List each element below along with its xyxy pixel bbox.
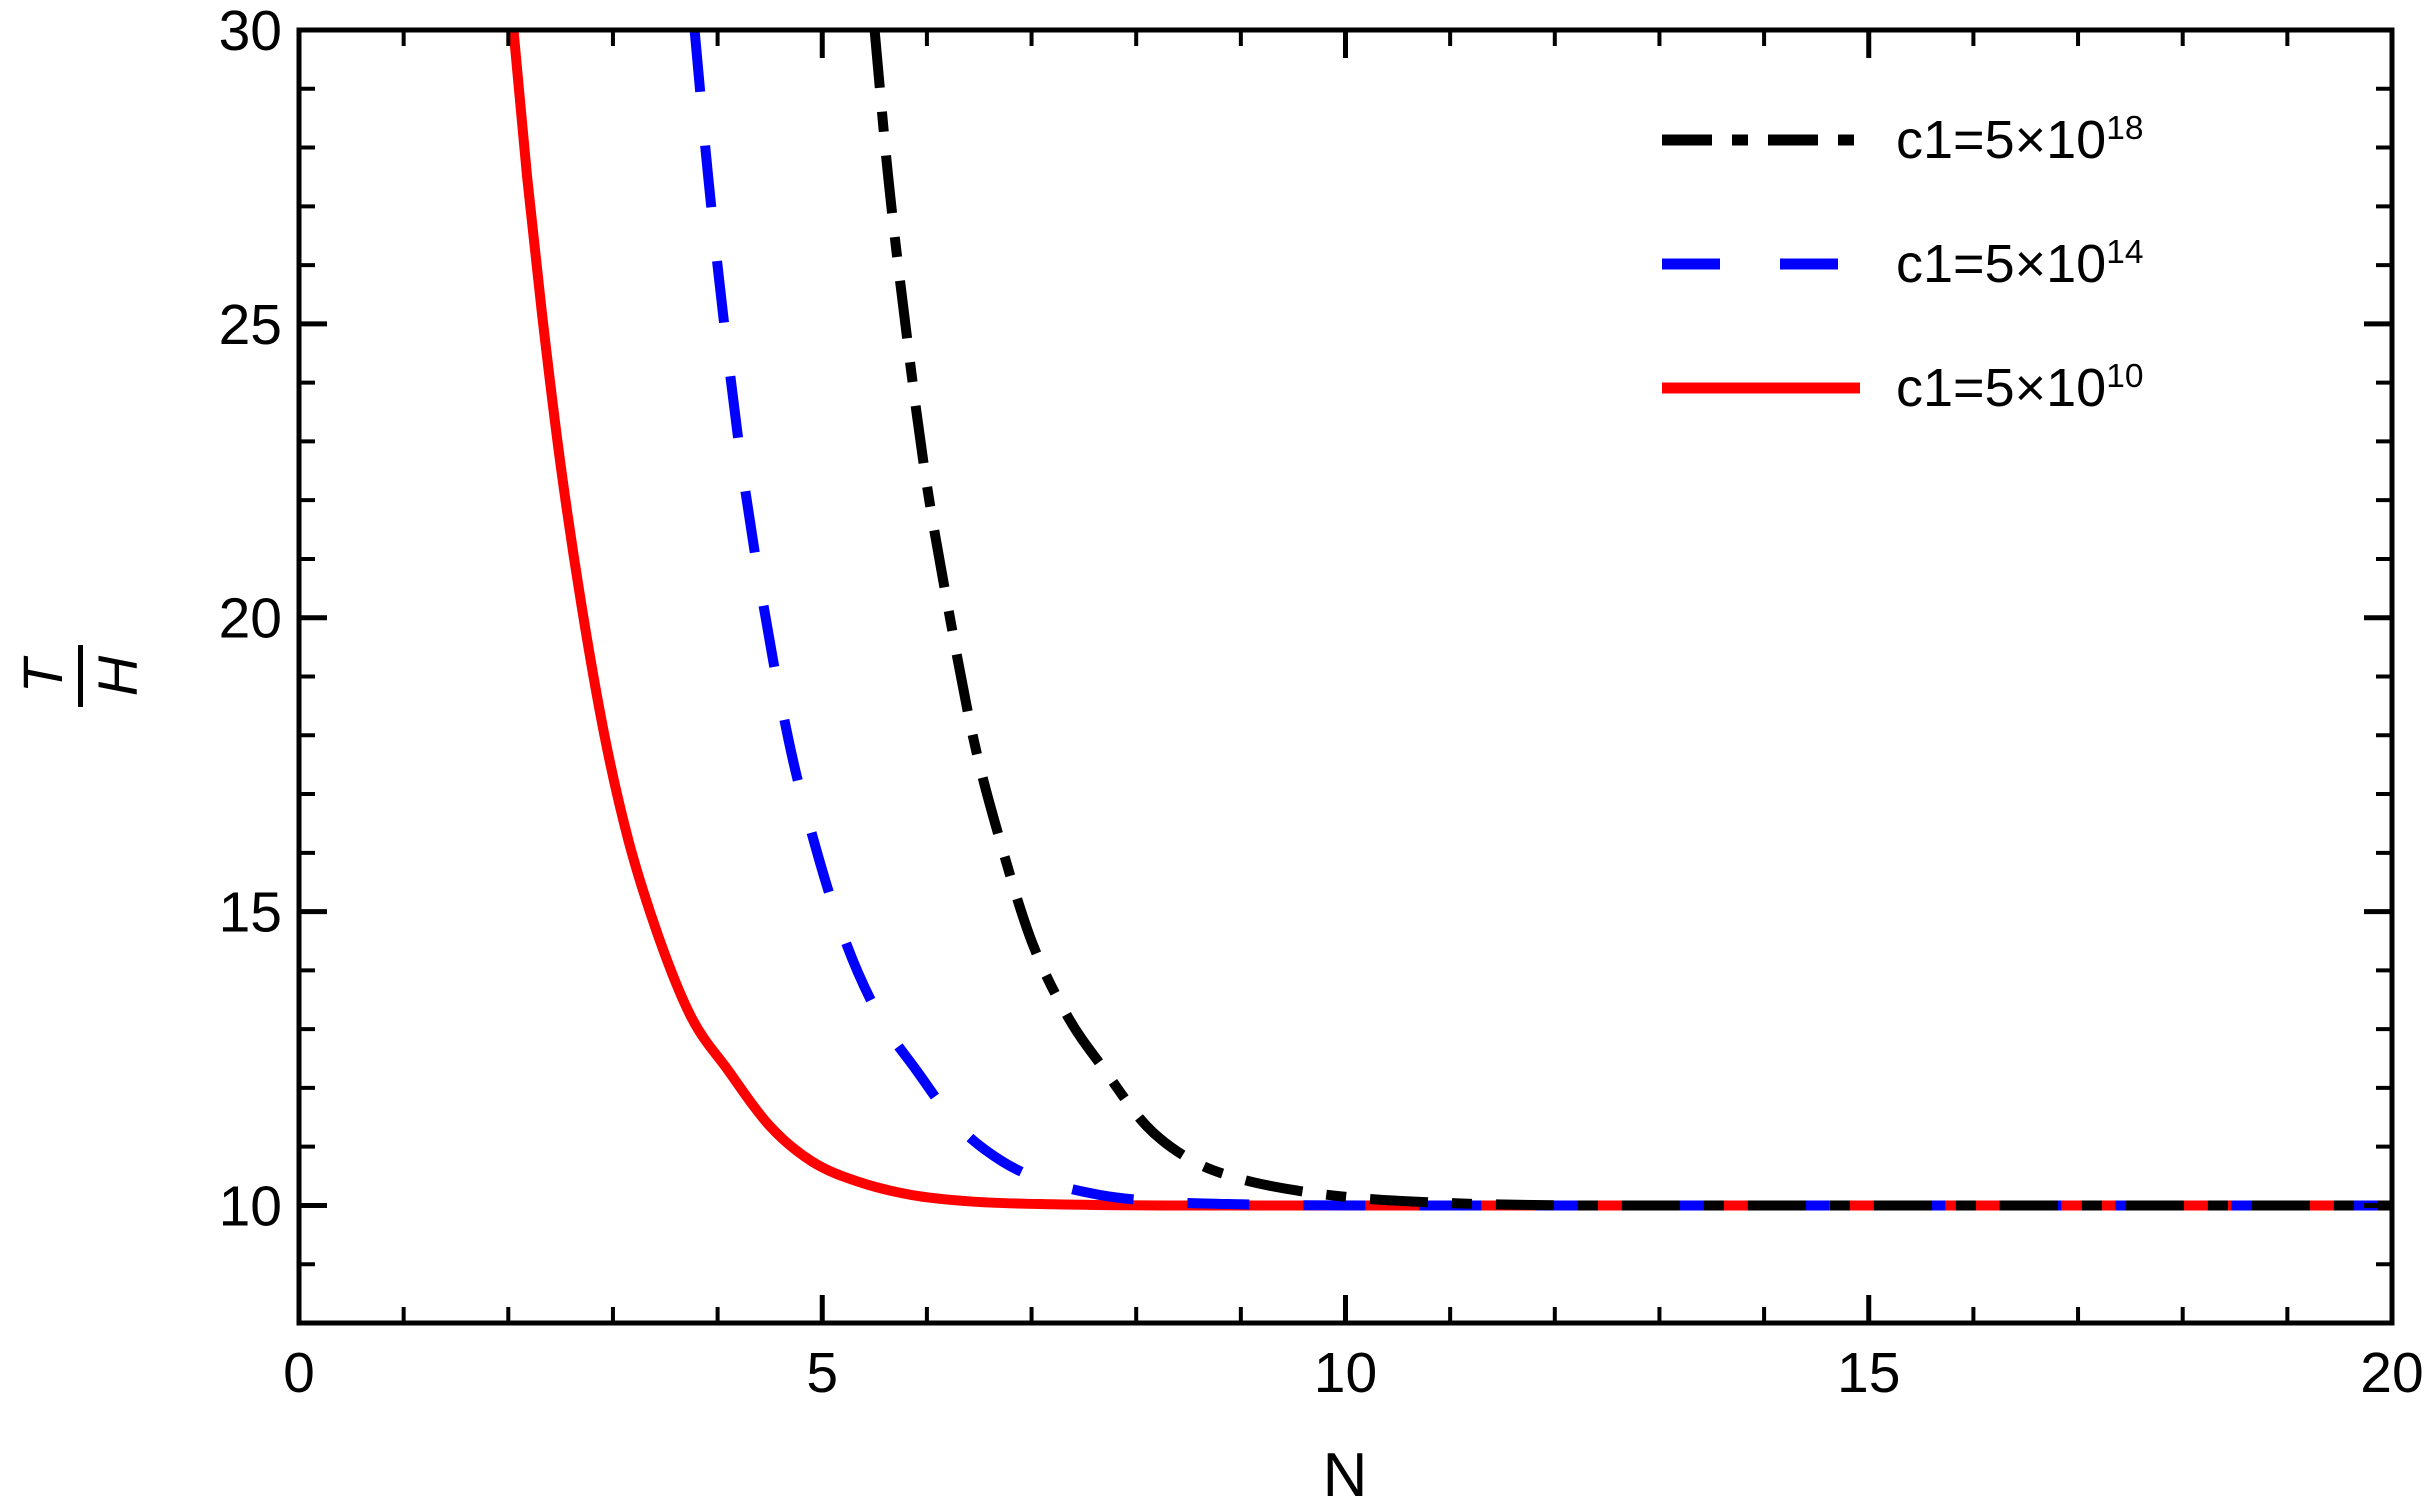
legend-label-exponent: 18 [2106, 110, 2144, 147]
legend-row: c1=5×1010 [1662, 326, 2143, 450]
y-tick-label: 15 [219, 881, 282, 945]
legend-label-exponent: 14 [2106, 234, 2144, 271]
curve-black-dashdot [869, 30, 2392, 1211]
legend-label-base: c1=5×10 [1896, 110, 2107, 170]
legend-row: c1=5×1014 [1662, 202, 2143, 326]
x-tick-label: 0 [283, 1341, 315, 1405]
x-tick-label: 20 [2360, 1341, 2423, 1405]
legend: c1=5×1018 c1=5×1014 c1=5×1010 [1662, 78, 2143, 450]
y-axis-label-numerator: T [10, 658, 74, 694]
fraction-bar-icon [77, 645, 83, 707]
legend-label: c1=5×1010 [1896, 358, 2144, 418]
legend-label-base: c1=5×10 [1896, 234, 2107, 294]
y-tick-label: 25 [219, 293, 282, 357]
y-tick-label: 10 [219, 1174, 282, 1238]
legend-row: c1=5×1018 [1662, 78, 2143, 202]
x-axis-label: N [1323, 1441, 1368, 1500]
legend-label-base: c1=5×10 [1896, 358, 2107, 418]
major-ticks [296, 27, 2395, 1323]
legend-line-solid-icon [1662, 382, 1860, 394]
x-tick-label: 15 [1837, 1341, 1900, 1405]
x-tick-labels: 0 5 10 15 20 [283, 1341, 2424, 1405]
curve-group [508, 30, 2392, 1211]
y-tick-labels: 10 15 20 25 30 [219, 0, 282, 1238]
y-axis-label-denominator: H [85, 655, 149, 697]
curve-red-solid [508, 30, 2392, 1211]
y-tick-label: 20 [219, 587, 282, 651]
legend-line-dashdot-icon [1662, 134, 1860, 146]
y-tick-label: 30 [219, 0, 282, 63]
minor-ticks [299, 30, 2392, 1323]
curve-blue-dashed [689, 30, 2392, 1211]
y-axis-label: T H [0, 626, 165, 726]
legend-label-exponent: 10 [2106, 358, 2144, 395]
legend-label: c1=5×1014 [1896, 234, 2144, 294]
x-tick-label: 10 [1314, 1341, 1377, 1405]
x-tick-label: 5 [806, 1341, 838, 1405]
legend-label: c1=5×1018 [1896, 110, 2144, 170]
legend-line-dashed-icon [1662, 258, 1860, 270]
